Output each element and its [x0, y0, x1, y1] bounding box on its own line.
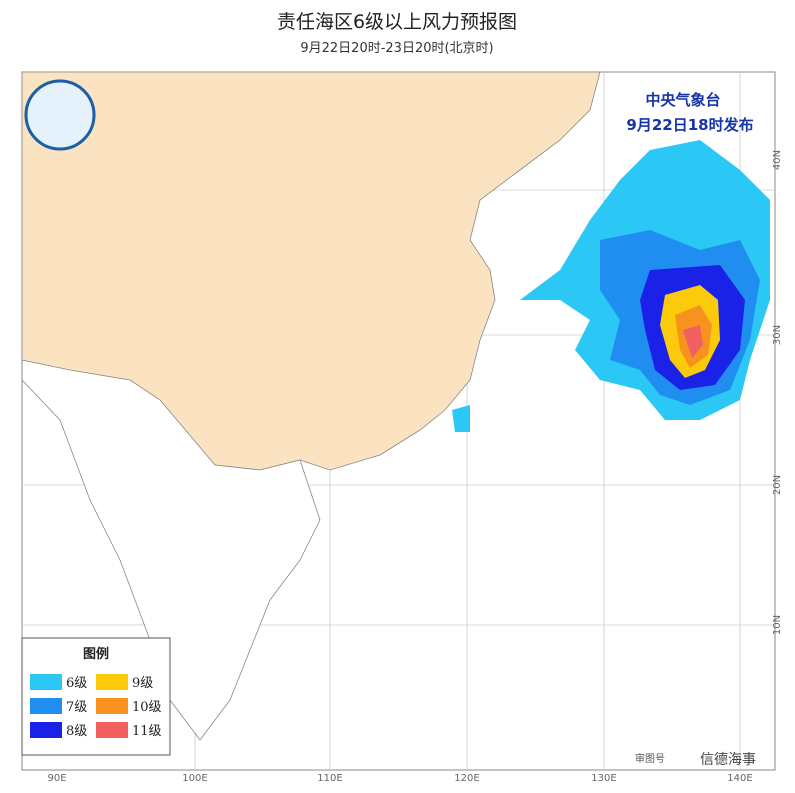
- latitude-label: 20N: [772, 475, 783, 495]
- longitude-label: 120E: [454, 773, 479, 784]
- legend-label: 10级: [132, 700, 162, 715]
- latitude-label: 40N: [772, 150, 783, 170]
- wind-areas: [452, 140, 770, 432]
- longitude-label: 90E: [47, 773, 66, 784]
- legend-label: 8级: [66, 724, 87, 739]
- logo: [24, 79, 96, 151]
- longitude-label: 110E: [317, 773, 342, 784]
- longitude-label: 140E: [727, 773, 752, 784]
- wind-area: [683, 325, 703, 358]
- legend-swatch: [96, 722, 128, 738]
- longitude-label: 130E: [591, 773, 616, 784]
- land: [21, 379, 321, 741]
- legend-swatch: [96, 698, 128, 714]
- longitude-label: 100E: [182, 773, 207, 784]
- approval: 审图号: [635, 752, 665, 765]
- legend-label: 7级: [66, 700, 87, 715]
- china-land: [21, 71, 601, 471]
- latitude-label: 30N: [772, 325, 783, 345]
- legend-swatch: [30, 674, 62, 690]
- legend-label: 6级: [66, 676, 87, 691]
- legend-swatch: [30, 698, 62, 714]
- legend-label: 9级: [132, 676, 153, 691]
- watermark: 信德海事: [700, 752, 756, 768]
- wind-area: [452, 405, 470, 432]
- legend-swatch: [30, 722, 62, 738]
- latitude-label: 10N: [772, 615, 783, 635]
- legend-title: 图例: [83, 646, 109, 662]
- issue-time: 9月22日18时发布: [626, 116, 753, 134]
- legend-swatch: [96, 674, 128, 690]
- legend: 图例 6级 7级 8级 9级 10级 11级: [21, 637, 171, 756]
- subtitle: 9月22日20时-23日20时(北京时): [300, 41, 493, 56]
- agency: 中央气象台: [645, 91, 720, 109]
- legend-label: 11级: [132, 724, 162, 739]
- title: 责任海区6级以上风力预报图: [277, 11, 517, 33]
